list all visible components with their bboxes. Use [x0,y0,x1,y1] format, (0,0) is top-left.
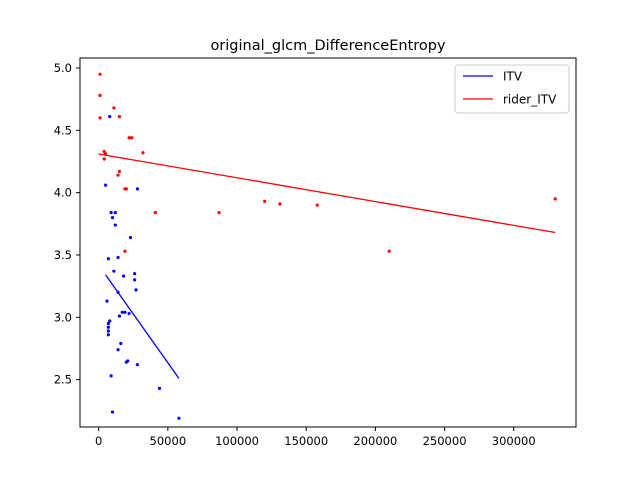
itv-point-31 [109,374,113,378]
rider-itv-point-19 [315,203,319,207]
itv-point-5 [110,215,115,220]
itv-point-16 [105,299,109,303]
rider-itv-point-16 [217,210,221,215]
rider-itv-point-18 [278,202,282,206]
itv-point-18 [127,311,131,316]
itv-point-22 [106,321,110,326]
itv-point-3 [109,210,113,215]
legend-label-rider-itv: rider_ITV [503,93,557,107]
itv-point-19 [120,310,124,314]
itv-point-10 [112,269,116,273]
itv-point-12 [133,272,137,276]
itv-point-26 [119,341,123,346]
itv-trend-line [105,274,180,379]
x-tick-label: 150000 [284,434,328,448]
plot-content [98,72,557,420]
itv-point-24 [106,329,110,333]
itv-point-7 [128,235,133,240]
x-tick-label: 250000 [423,434,467,448]
y-tick-label: 5.0 [54,61,72,75]
y-tick-label: 3.5 [54,248,72,262]
itv-point-6 [113,223,117,227]
rider-itv-point-1 [98,93,102,97]
rider-itv-point-22 [553,197,557,201]
rider-itv-point-3 [98,116,102,120]
rider-itv-point-17 [263,199,267,203]
legend: ITV rider_ITV [454,64,570,114]
itv-point-1 [103,183,108,187]
y-axis: 2.5 3.0 3.5 4.0 4.5 5.0 [54,61,80,387]
itv-point-34 [177,416,181,420]
y-tick-label: 3.0 [54,310,72,324]
rider-itv-point-2 [112,106,116,110]
rider-itv-point-14 [124,187,128,191]
plot-frame [79,57,577,428]
itv-point-20 [117,314,122,318]
x-tick-label: 300000 [492,434,536,448]
itv-point-25 [106,333,110,337]
itv-point-30 [135,363,140,367]
x-tick-label: 100000 [215,434,259,448]
legend-label-itv: ITV [503,70,523,84]
legend-box [454,64,570,114]
rider-itv-point-4 [117,114,122,119]
rider-itv-point-15 [153,210,158,215]
itv-point-2 [135,187,140,191]
rider-itv-trend-line [98,153,556,234]
y-tick-label: 2.5 [54,373,72,387]
x-axis: 0 50000 100000 150000 200000 250000 300000 [95,427,536,448]
rider-itv-point-21 [387,249,391,253]
rider-itv-point-12 [116,173,120,177]
itv-point-17 [123,310,127,314]
rider-itv-point-5 [127,136,131,140]
itv-point-0 [108,114,112,119]
rider-itv-point-9 [141,151,145,155]
rider-itv-point-20 [123,249,127,253]
itv-point-29 [124,360,128,364]
chart-title: original_glcm_DifferenceEntropy [210,38,446,54]
itv-point-8 [106,257,110,261]
itv-point-9 [116,255,120,260]
rider-itv-point-6 [130,136,134,140]
itv-point-4 [113,210,117,215]
x-tick-label: 0 [95,434,102,448]
rider-itv-point-10 [102,157,106,161]
rider-itv-point-0 [98,72,102,76]
rider-itv-point-7 [102,149,106,154]
x-tick-label: 200000 [353,434,397,448]
y-tick-label: 4.0 [54,186,72,200]
y-tick-label: 4.5 [54,123,72,137]
rider-itv-point-11 [117,169,122,174]
itv-point-21 [108,319,112,323]
itv-point-14 [134,288,138,292]
itv-point-11 [121,274,126,278]
itv-point-33 [110,410,115,414]
itv-point-32 [157,386,162,390]
x-tick-label: 50000 [150,434,187,448]
itv-point-13 [133,278,137,282]
itv-point-27 [116,348,120,352]
itv-point-23 [106,325,110,329]
